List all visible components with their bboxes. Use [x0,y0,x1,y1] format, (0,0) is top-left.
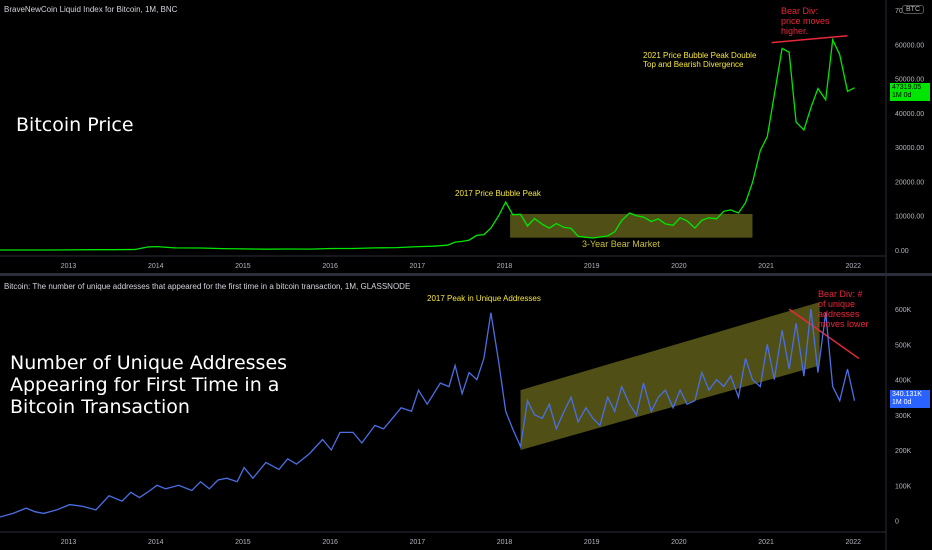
y-tick-label: 400K [895,378,912,385]
y-tick-label: 60000.00 [895,42,924,49]
x-tick-label: 2018 [497,539,513,546]
bear-div-line [771,34,848,44]
x-tick-label: 2020 [671,263,687,270]
x-tick-label: 2019 [584,539,600,546]
x-tick-label: 2015 [235,263,251,270]
pane-divider[interactable] [0,273,932,276]
x-tick-label: 2016 [322,263,338,270]
price-chart-pane: 0.00 10000.00 20000.00 30000.00 40000.00 5000… [0,0,932,274]
x-tick-label: 2019 [584,263,600,270]
y-tick-label: 50000.00 [895,77,924,84]
y-tick-label: 10000.00 [895,214,924,221]
x-tick-label: 2017 [410,539,426,546]
y-tick-label: 20000.00 [895,179,924,186]
series-line [0,309,856,518]
y-tick-label: 200K [895,448,912,455]
addresses-chart-label: Number of Unique Addresses Appearing for… [10,352,288,418]
y-tick-label: 300K [895,413,912,420]
x-tick-label: 2013 [61,263,77,270]
bear-market-box [510,214,753,238]
x-tick-label: 2014 [148,263,164,270]
last-value-period: 1M 0d [892,399,912,406]
price-chart-label: Bitcoin Price [16,114,134,136]
addresses-chart-title: Bitcoin: The number of unique addresses … [4,282,411,291]
x-tick-label: 2013 [61,539,77,546]
annotation-price-bear-div: Bear Div: price moves higher. [781,6,830,36]
x-tick-label: 2015 [235,539,251,546]
x-tick-label: 2014 [148,539,164,546]
x-tick-label: 2016 [322,539,338,546]
annotation-bear-market: 3-Year Bear Market [582,239,660,249]
uptrend-channel [520,302,820,451]
y-tick-label: 100K [895,483,912,490]
x-tick-label: 2018 [497,263,513,270]
y-tick-label: 500K [895,342,912,349]
last-value-value: 340.131K [892,391,922,398]
bear-div-line [788,308,860,360]
price-chart-svg: 0.00 10000.00 20000.00 30000.00 40000.00 5000… [0,0,924,274]
last-price-value: 47319.05 [892,84,922,91]
last-price-tag: 47319.05 1M 0d [890,83,930,101]
x-tick-label: 2017 [410,263,426,270]
x-tick-label: 2021 [758,263,774,270]
price-chart-title: BraveNewCoin Liquid Index for Bitcoin, 1… [4,5,178,14]
annotation-2017-price-peak: 2017 Price Bubble Peak [455,189,541,198]
y-tick-label: 0.00 [895,248,909,255]
annotation-2017-address-peak: 2017 Peak in Unique Addresses [427,294,541,303]
last-price-period: 1M 0d [892,92,912,99]
y-tick-label: 30000.00 [895,145,924,152]
currency-badge[interactable]: BTC [902,5,924,14]
x-tick-label: 2022 [845,263,861,270]
y-tick-label: 40000.00 [895,111,924,118]
y-tick-label: 0 [895,518,899,525]
y-tick-label: 600K [895,307,912,314]
x-tick-label: 2021 [758,539,774,546]
annotation-address-bear-div: Bear Div: # of unique addresses moves lo… [818,289,869,329]
x-tick-label: 2020 [671,539,687,546]
addresses-chart-pane: 0 100K 200K 300K 400K 500K 600K 2013 2014 2015 201… [0,276,932,550]
annotation-2021-peak: 2021 Price Bubble Peak Double Top and Be… [643,51,757,69]
addresses-chart-svg: 0 100K 200K 300K 400K 500K 600K 2013 2014 2015 201… [0,276,912,550]
x-tick-label: 2022 [845,539,861,546]
series-line [0,37,855,251]
last-value-tag: 340.131K 1M 0d [890,390,930,408]
